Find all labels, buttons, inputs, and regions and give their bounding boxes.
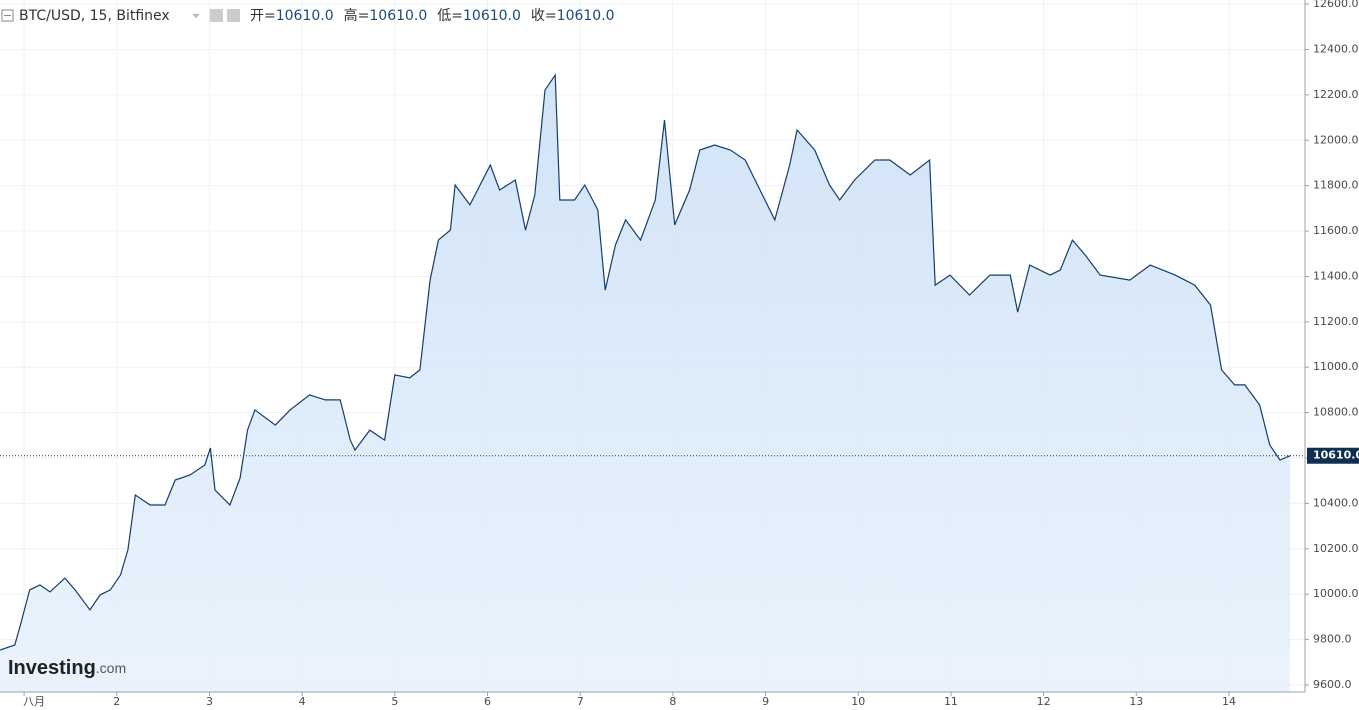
logo: Investing.com [8, 657, 126, 679]
y-tick-label: 12400.0 [1313, 42, 1359, 55]
icon[interactable] [210, 9, 223, 22]
x-tick-label: 2 [113, 695, 120, 708]
x-tick-label: 3 [206, 695, 213, 708]
x-tick-label: 11 [944, 695, 958, 708]
y-tick-label: 11400.0 [1313, 269, 1359, 282]
ohlc-value: 10610.0 [276, 8, 334, 24]
y-tick-label: 11000.0 [1313, 360, 1359, 373]
x-tick-label: 八月 [23, 695, 45, 708]
ohlc-value: 10610.0 [463, 8, 521, 24]
y-tick-label: 12600.0 [1313, 0, 1359, 10]
x-tick-label: 14 [1222, 695, 1236, 708]
logo-suffix: .com [96, 660, 126, 676]
ohlc-label: 高= [344, 7, 370, 24]
x-tick-label: 10 [851, 695, 865, 708]
y-tick-label: 11600.0 [1313, 224, 1359, 237]
dropdown[interactable] [192, 14, 200, 18]
line [0, 73, 1291, 651]
ohlc-label: 低= [437, 8, 463, 24]
x-tick-label: 8 [669, 695, 676, 708]
last-price-tag [1307, 447, 1359, 464]
collapse-icon[interactable] [1, 9, 14, 22]
icon[interactable] [227, 9, 240, 22]
ohlc: 开= 10610.0 高= 10610.0 低= 10610.0 收= 10610.0 [250, 7, 615, 24]
y-tick-label: 10400.0 [1313, 496, 1359, 509]
y-tick-label: 9800.0 [1313, 633, 1352, 646]
x-tick-label: 7 [577, 695, 584, 708]
ohlc-value: 10610.0 [369, 8, 427, 24]
y-tick-label: 9600.0 [1313, 678, 1352, 691]
x-tick-label: 12 [1037, 695, 1051, 708]
x-tick-label: 13 [1129, 695, 1143, 708]
x-tick-label: 4 [299, 695, 306, 708]
plot [0, 73, 1291, 693]
logo-brand: Investing [8, 657, 96, 679]
y-tick-label: 11800.0 [1313, 179, 1359, 192]
y-tick-label: 10200.0 [1313, 542, 1359, 555]
y-tick-label: 12000.0 [1313, 133, 1359, 146]
x-tick-label: 9 [762, 695, 769, 708]
y-tick-label: 10000.0 [1313, 587, 1359, 600]
area [0, 75, 1291, 693]
ohlc-value: 10610.0 [557, 8, 615, 24]
ohlc-label: 收= [531, 8, 557, 24]
ohlc-label: 开= [250, 8, 276, 24]
y-tick-label: 12200.0 [1313, 88, 1359, 101]
y-tick-label: 10800.0 [1313, 406, 1359, 419]
x-tick-label: 5 [391, 695, 398, 708]
symbol: BTC/USD, 15, Bitfinex [19, 8, 170, 24]
y-tick-label: 11200.0 [1313, 315, 1359, 328]
last-price-label: 10610.0 [1313, 449, 1359, 462]
x-tick-label: 6 [484, 695, 491, 708]
